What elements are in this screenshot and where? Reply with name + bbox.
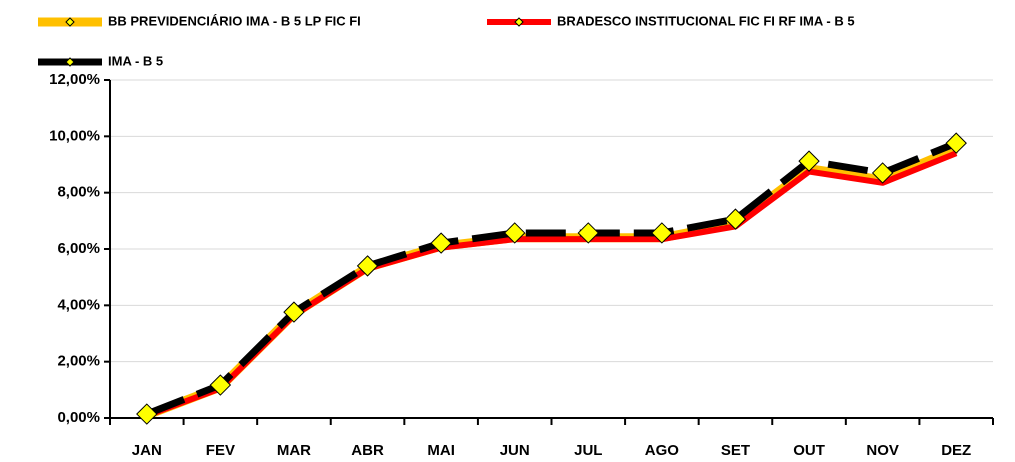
x-tick-label: SET [721, 442, 750, 459]
x-tick-label: MAR [277, 442, 311, 459]
legend-label: BRADESCO INSTITUCIONAL FIC FI RF IMA - B… [557, 13, 855, 28]
x-tick-label: FEV [206, 442, 235, 459]
point-marker [356, 255, 379, 277]
series-line [145, 144, 958, 420]
point-marker [577, 222, 599, 244]
y-tick-label: 0,00% [57, 409, 100, 426]
point-marker [283, 301, 305, 323]
point-marker [209, 374, 232, 396]
y-tick-label: 10,00% [49, 127, 100, 144]
x-tick-label: JAN [132, 442, 162, 459]
x-tick-label: DEZ [941, 442, 971, 459]
point-marker [430, 232, 452, 254]
x-tick-label: JUL [574, 442, 602, 459]
point-marker [136, 403, 158, 425]
legend-label: IMA - B 5 [108, 53, 163, 68]
y-tick-label: 2,00% [57, 353, 100, 370]
legend-marker [65, 57, 75, 67]
point-marker [724, 208, 747, 230]
y-tick-label: 12,00% [49, 71, 100, 88]
x-tick-label: JUN [500, 442, 530, 459]
point-marker [651, 222, 673, 244]
x-tick-label: MAI [427, 442, 455, 459]
legend-marker [65, 17, 75, 27]
y-tick-label: 4,00% [57, 296, 100, 313]
y-tick-label: 8,00% [57, 184, 100, 201]
x-tick-label: ABR [351, 442, 384, 459]
legend-marker [514, 17, 524, 27]
point-marker [945, 132, 967, 154]
legend-label: BB PREVIDENCIÁRIO IMA - B 5 LP FIC FI [108, 13, 361, 28]
point-marker [504, 222, 526, 244]
y-tick-label: 6,00% [57, 240, 100, 257]
x-tick-label: NOV [866, 442, 899, 459]
series-line [145, 139, 958, 418]
point-marker [871, 162, 894, 184]
x-tick-label: OUT [793, 442, 825, 459]
point-marker [798, 150, 820, 172]
x-tick-label: AGO [645, 442, 680, 459]
